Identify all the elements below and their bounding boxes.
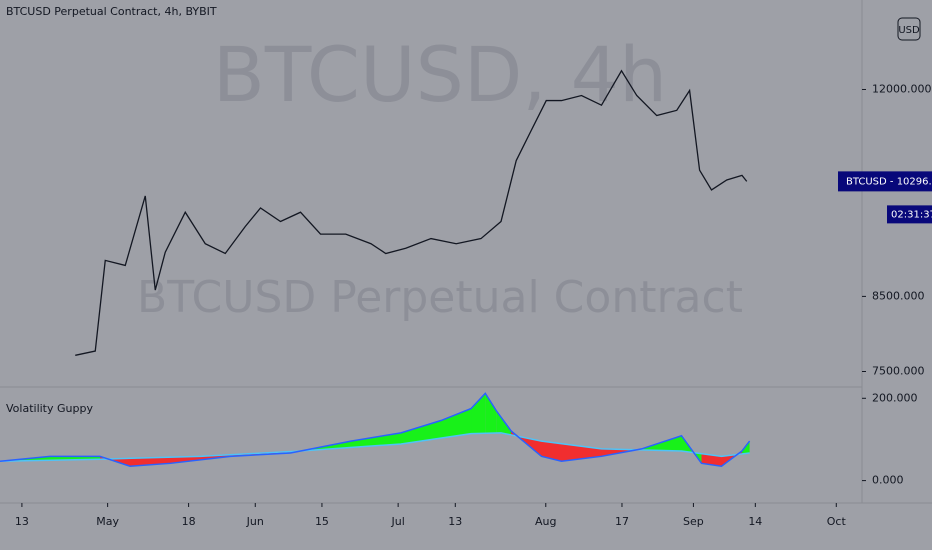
x-tick-label: Oct xyxy=(827,515,847,528)
guppy-fill xyxy=(441,408,472,439)
y-tick-label: 12000.000 xyxy=(872,82,932,95)
x-tick-label: 18 xyxy=(182,515,196,528)
indicator-title: Volatility Guppy xyxy=(6,402,93,415)
watermark: BTCUSD Perpetual Contract xyxy=(137,272,743,323)
chart-title: BTCUSD Perpetual Contract, 4h, BYBIT xyxy=(6,5,217,18)
guppy-fill xyxy=(350,432,401,448)
y-tick-label: 200.000 xyxy=(872,391,918,404)
x-tick-label: Sep xyxy=(683,515,704,528)
guppy-line xyxy=(0,392,751,467)
currency-button[interactable] xyxy=(897,17,921,41)
x-tick-label: 15 xyxy=(315,515,329,528)
x-tick-label: 13 xyxy=(15,515,29,528)
y-tick-label: 8500.000 xyxy=(872,289,925,302)
guppy-line xyxy=(0,432,750,463)
countdown-box xyxy=(887,205,932,224)
x-tick-label: 17 xyxy=(615,515,629,528)
guppy-fill xyxy=(400,420,442,444)
last-price-box xyxy=(838,171,932,192)
guppy-fill xyxy=(541,441,562,462)
countdown: 02:31:37 xyxy=(891,209,932,220)
guppy-fill xyxy=(485,393,497,434)
x-tick-label: 14 xyxy=(748,515,762,528)
y-tick-label: 7500.000 xyxy=(872,364,925,377)
watermark: BTCUSD, 4h xyxy=(213,30,667,119)
x-tick-label: Jul xyxy=(390,515,404,528)
x-tick-label: May xyxy=(96,515,119,528)
price-line xyxy=(75,69,748,356)
currency[interactable]: USD xyxy=(898,25,920,36)
x-tick-label: Aug xyxy=(535,515,556,528)
y-tick-label: 0.000 xyxy=(872,474,904,487)
guppy-fill xyxy=(471,393,486,434)
x-tick-label: Jun xyxy=(246,515,264,528)
guppy-fill xyxy=(701,453,722,467)
x-tick-label: 13 xyxy=(448,515,462,528)
last-price-label: BTCUSD - 10296.000 xyxy=(846,176,932,187)
